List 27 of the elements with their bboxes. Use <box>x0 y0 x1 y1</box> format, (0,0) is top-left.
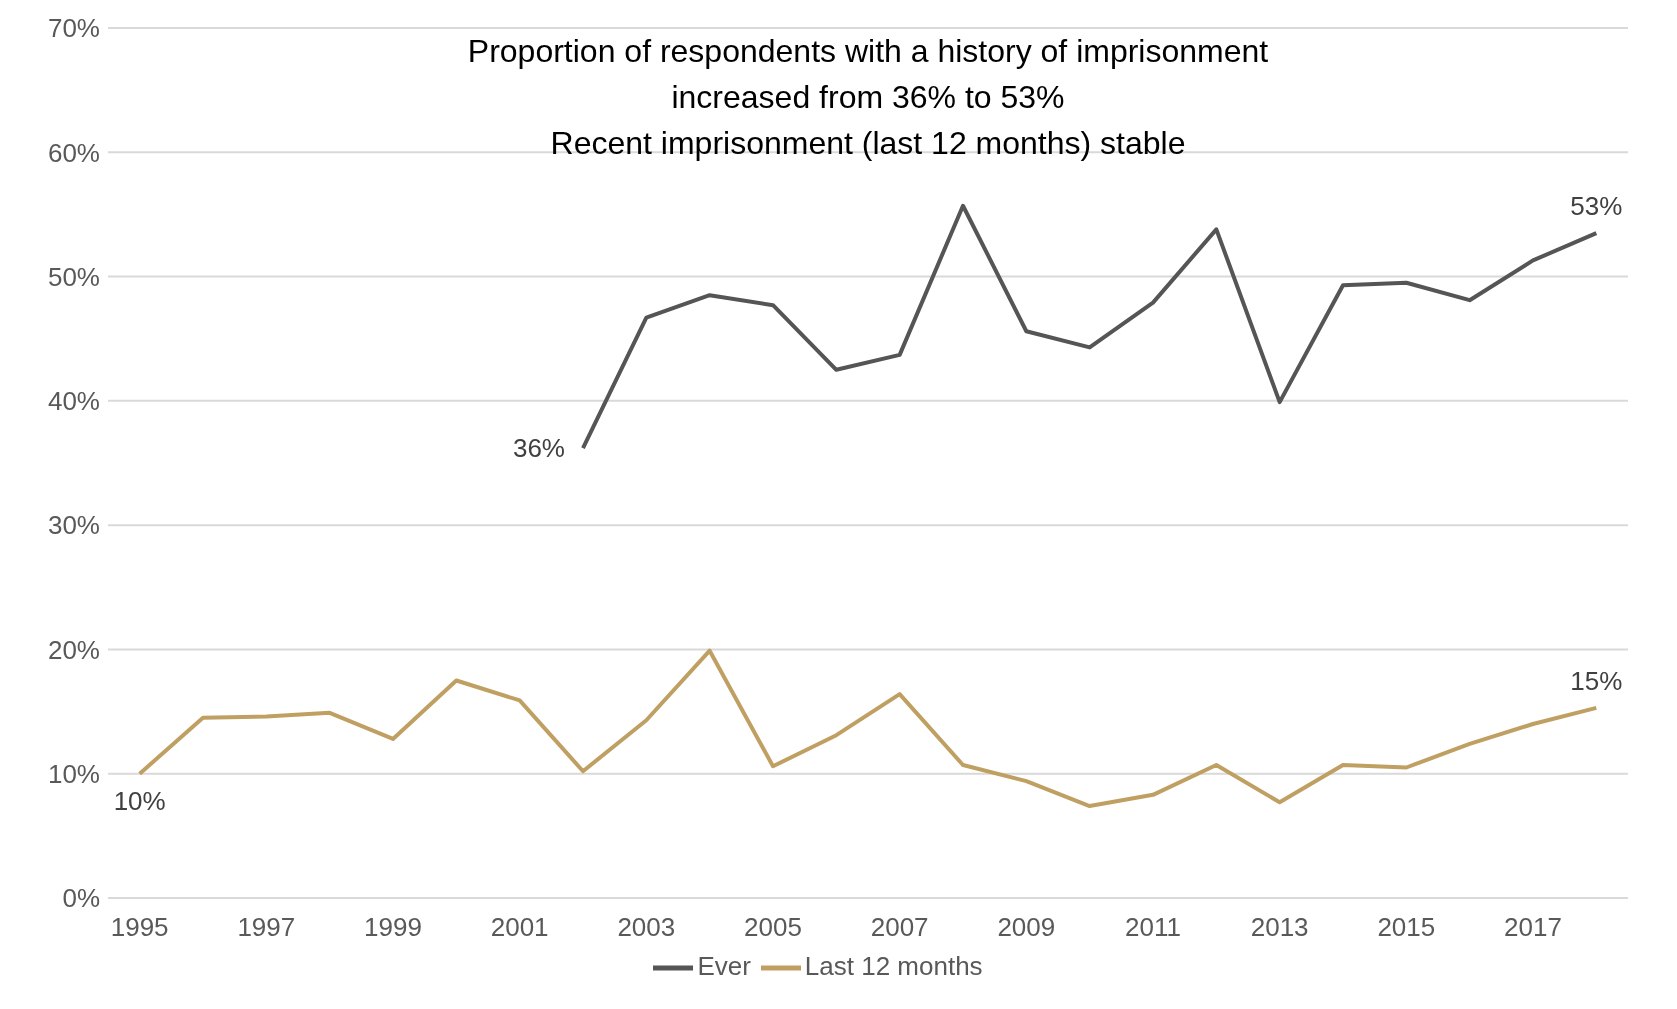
x-tick-label: 1997 <box>237 912 296 943</box>
annotation: 36% <box>512 433 565 464</box>
y-tick-label: 40% <box>47 386 100 417</box>
y-tick-label: 0% <box>62 883 100 914</box>
text: Proportion of respondents with a history of imprisonment increased from 36% to 53% Recent imprisonment (last 12 months) stable <box>466 32 1270 163</box>
y-tick-label: 20% <box>47 634 100 665</box>
y-tick-label: 60% <box>47 137 100 168</box>
x-tick-label: 2003 <box>617 912 676 943</box>
x-tick-label: 2005 <box>744 912 802 943</box>
x-tick-label: 2001 <box>490 912 549 943</box>
x-tick-label: 1995 <box>110 912 169 943</box>
y-tick-label: 70% <box>47 13 100 44</box>
x-tick-label: 2017 <box>1504 912 1562 943</box>
y-tick-label: 50% <box>47 261 100 292</box>
annotation: 10% <box>113 786 166 817</box>
x-tick-label: 1999 <box>364 912 422 943</box>
x-tick-label: 2007 <box>870 912 929 943</box>
annotation: 53% <box>1570 191 1623 222</box>
legend-label: Ever <box>697 950 751 981</box>
annotation: 15% <box>1570 665 1623 696</box>
x-tick-label: 2015 <box>1377 912 1436 943</box>
legend-label: Last 12 months <box>804 950 983 981</box>
y-tick-label: 30% <box>47 510 100 541</box>
x-tick-label: 2009 <box>997 912 1056 943</box>
x-tick-label: 2011 <box>1125 912 1181 943</box>
x-tick-label: 2013 <box>1250 912 1309 943</box>
y-tick-label: 10% <box>47 758 100 789</box>
